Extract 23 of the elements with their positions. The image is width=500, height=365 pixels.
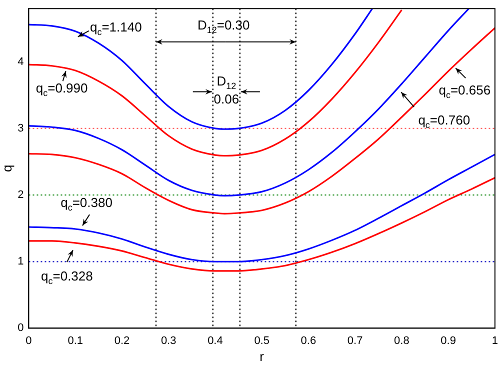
x-tick-label: 0.7 bbox=[347, 334, 363, 347]
y-axis-title: q bbox=[0, 164, 14, 172]
x-tick-label: 0.3 bbox=[160, 334, 176, 347]
x-tick-label: 0.4 bbox=[208, 334, 223, 347]
line-series bbox=[28, 154, 495, 262]
x-tick-label: 0.9 bbox=[440, 334, 456, 347]
x-tick-label: 1 bbox=[492, 334, 498, 347]
annotation: 0.06 bbox=[214, 91, 240, 106]
x-tick-label: 0.6 bbox=[300, 334, 316, 347]
y-tick-label: 2 bbox=[18, 189, 24, 202]
y-tick-label: 0 bbox=[18, 322, 24, 334]
y-tick-label: 1 bbox=[18, 256, 24, 268]
x-tick-label: 0 bbox=[26, 334, 32, 347]
line-series bbox=[28, 8, 374, 130]
x-tick-label: 0.8 bbox=[394, 334, 410, 347]
y-tick-label: 4 bbox=[18, 56, 24, 68]
line-series bbox=[28, 176, 495, 272]
x-tick-label: 0.5 bbox=[254, 334, 270, 347]
y-tick-label: 3 bbox=[18, 122, 24, 134]
x-axis-title: r bbox=[260, 348, 265, 364]
line-series bbox=[28, 9, 402, 157]
x-tick-label: 0.2 bbox=[114, 334, 130, 347]
x-tick-label: 0.1 bbox=[68, 334, 83, 347]
